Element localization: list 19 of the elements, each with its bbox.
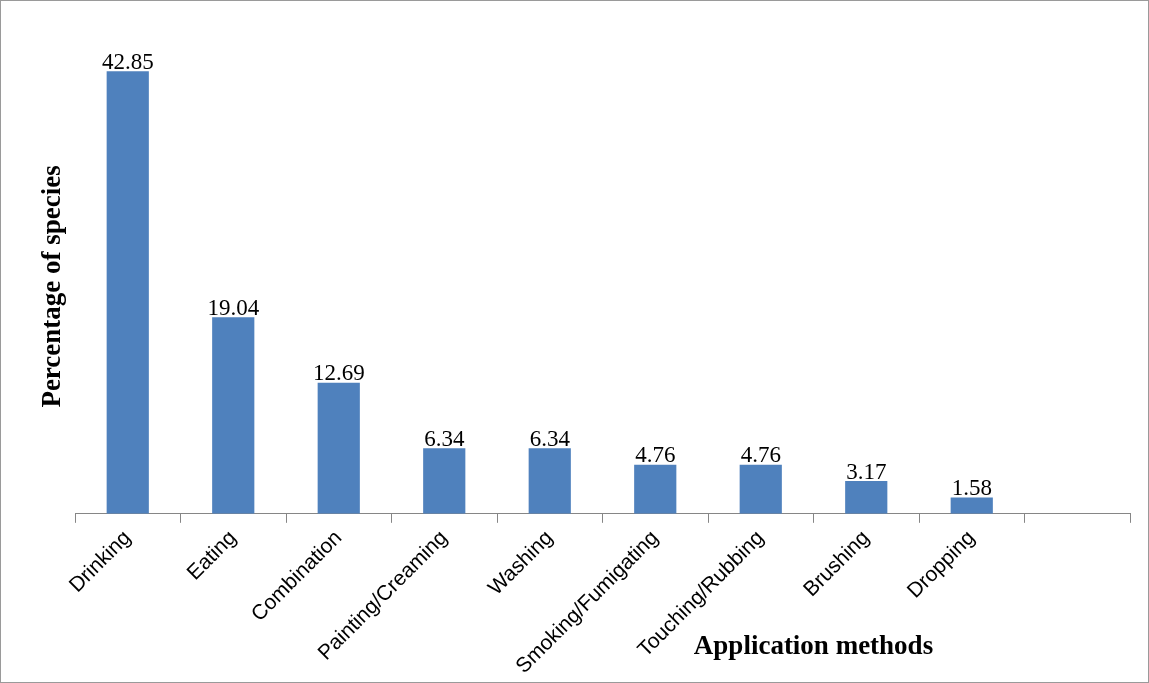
bar (423, 448, 466, 514)
y-axis-title: Percentage of species (35, 165, 66, 408)
bar (950, 497, 993, 514)
bar (739, 464, 782, 514)
data-label: 19.04 (207, 294, 260, 320)
data-label: 42.85 (101, 48, 154, 74)
data-label: 6.34 (529, 425, 571, 451)
bar (845, 481, 888, 514)
data-label: 4.76 (740, 442, 781, 468)
data-label: 4.76 (635, 442, 676, 468)
data-label: 6.34 (424, 425, 465, 451)
data-label: 1.58 (951, 475, 992, 501)
bar (528, 448, 571, 514)
bar (212, 317, 255, 514)
bar (106, 71, 149, 514)
data-label: 3.17 (846, 458, 887, 484)
bar (634, 464, 677, 514)
bar (317, 382, 360, 514)
data-label: 12.69 (312, 360, 365, 386)
